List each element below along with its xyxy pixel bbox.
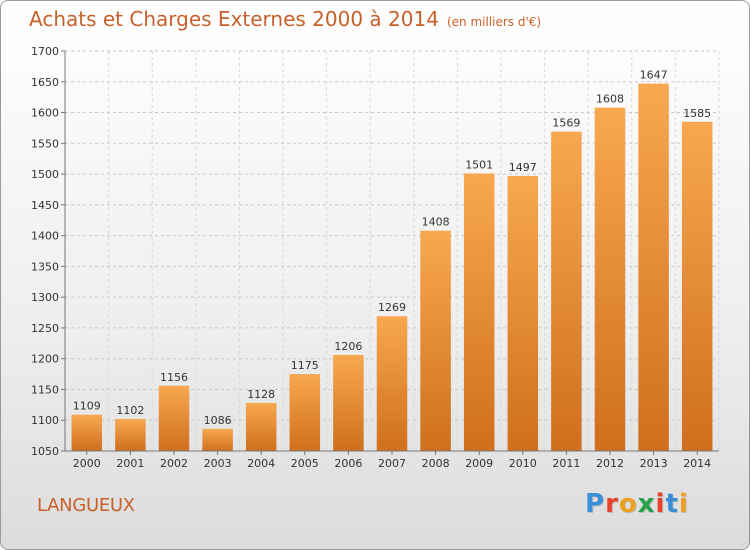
bar[interactable] xyxy=(376,316,408,451)
y-tick-label: 1700 xyxy=(31,45,59,58)
bar[interactable] xyxy=(463,173,495,451)
y-tick-label: 1500 xyxy=(31,168,59,181)
bar[interactable] xyxy=(681,121,713,452)
y-tick-label: 1400 xyxy=(31,230,59,243)
bar[interactable] xyxy=(71,414,103,451)
bar[interactable] xyxy=(115,419,146,451)
x-tick-label: 2006 xyxy=(334,457,362,470)
x-tick-label: 2012 xyxy=(596,457,624,470)
bar-value-label: 1647 xyxy=(640,69,668,82)
y-tick-label: 1650 xyxy=(31,76,59,89)
bar[interactable] xyxy=(333,355,364,451)
bars xyxy=(71,83,713,452)
bar-chart: 1109 1102 1156 1086 1128 1175 1206 1269 1408 1501… xyxy=(31,45,720,470)
x-tick-label: 2011 xyxy=(552,457,580,470)
bar-value-label: 1408 xyxy=(422,216,450,229)
bar-value-label: 1569 xyxy=(552,117,580,130)
bar-value-label: 1128 xyxy=(247,388,275,401)
bar-value-label: 1109 xyxy=(73,400,101,413)
x-tick-label: 2001 xyxy=(116,457,144,470)
y-tick-label: 1200 xyxy=(31,353,59,366)
bar[interactable] xyxy=(420,230,451,451)
commune-name: LANGUEUX xyxy=(37,495,135,516)
y-tick-label: 1100 xyxy=(31,414,59,427)
chart-subtitle: (en milliers d'€) xyxy=(446,15,542,29)
chart-title: Achats et Charges Externes 2000 à 2014 (e… xyxy=(29,7,542,31)
y-tick-label: 1050 xyxy=(31,445,59,458)
y-tick-label: 1350 xyxy=(31,260,59,273)
bar[interactable] xyxy=(245,403,277,451)
logo-letter: x xyxy=(637,489,656,519)
bar[interactable] xyxy=(638,83,669,451)
x-tick-label: 2007 xyxy=(378,457,406,470)
bar-value-label: 1608 xyxy=(596,93,624,106)
y-tick-label: 1150 xyxy=(31,383,59,396)
x-tick-label: 2002 xyxy=(160,457,188,470)
x-tick-label: 2004 xyxy=(247,457,275,470)
x-tick-label: 2008 xyxy=(422,457,450,470)
bar[interactable] xyxy=(594,107,626,451)
x-tick-label: 2000 xyxy=(73,457,101,470)
bar[interactable] xyxy=(202,428,233,451)
bar-value-label: 1501 xyxy=(465,158,493,171)
x-tick-label: 2010 xyxy=(509,457,537,470)
y-tick-label: 1450 xyxy=(31,199,59,212)
logo-letter: t xyxy=(665,489,679,519)
logo-letter: i xyxy=(678,489,689,519)
bar-value-label: 1102 xyxy=(116,404,144,417)
bar-value-label: 1156 xyxy=(160,371,188,384)
bar[interactable] xyxy=(551,131,582,451)
x-tick-label: 2014 xyxy=(683,457,711,470)
x-tick-label: 2003 xyxy=(204,457,232,470)
logo-letter: i xyxy=(655,489,666,519)
bar[interactable] xyxy=(507,175,539,451)
x-tick-label: 2005 xyxy=(291,457,319,470)
logo-letter: o xyxy=(618,489,638,519)
bar-value-label: 1206 xyxy=(334,340,362,353)
bar-value-label: 1497 xyxy=(509,161,537,174)
bar-value-label: 1269 xyxy=(378,301,406,314)
bar-value-label: 1585 xyxy=(683,107,711,120)
logo-letter: P xyxy=(585,489,606,519)
logo-letter: r xyxy=(605,489,619,519)
bar[interactable] xyxy=(289,374,321,451)
y-tick-label: 1600 xyxy=(31,107,59,120)
y-tick-label: 1250 xyxy=(31,322,59,335)
y-tick-label: 1550 xyxy=(31,137,59,150)
bar-value-label: 1086 xyxy=(204,414,232,427)
bar-value-label: 1175 xyxy=(291,359,319,372)
x-tick-label: 2009 xyxy=(465,457,493,470)
value-labels: 1109 1102 1156 1086 1128 1175 1206 1269 1408 1501… xyxy=(73,69,711,427)
proxiti-logo[interactable]: Proxiti xyxy=(585,489,689,519)
bar[interactable] xyxy=(158,385,190,451)
y-tick-label: 1300 xyxy=(31,291,59,304)
axes: 1050 1100 1150 1200 1250 1300 1350 1400 1450 1500… xyxy=(31,45,719,470)
x-tick-label: 2013 xyxy=(640,457,668,470)
